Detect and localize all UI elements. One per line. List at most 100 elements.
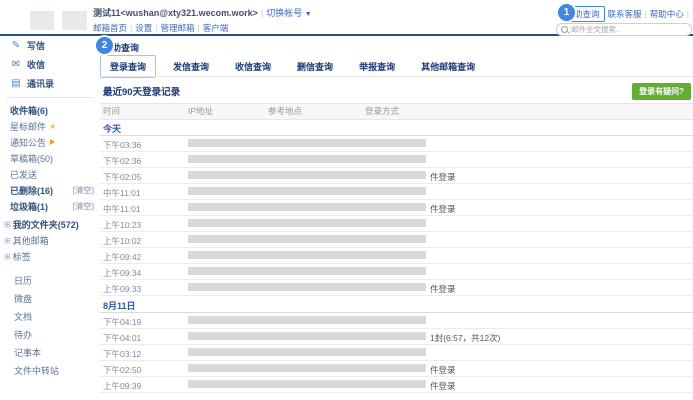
sidebar-item[interactable]: 通知公告 <box>0 134 100 150</box>
row-method-text: 件登录 <box>430 365 456 375</box>
annotation-step-2: 2 <box>96 37 113 54</box>
table-group-header: 今天 <box>100 119 693 136</box>
sidebar-app-文档[interactable]: 文档 <box>14 311 33 322</box>
column-header-time: 时间 <box>103 106 121 116</box>
login-question-button[interactable]: 登录有疑问? <box>632 83 691 100</box>
contacts-icon: ▤ <box>11 78 21 89</box>
row-time: 中午11:01 <box>103 204 141 214</box>
sidebar-item[interactable]: 垃圾箱(1) [清空] <box>0 198 100 214</box>
tab-删信查询[interactable]: 删信查询 <box>297 62 334 72</box>
sidebar-tree-item[interactable]: ⊞ 标签 <box>0 248 100 264</box>
table-row[interactable]: 下午02:50 件登录 <box>100 361 693 377</box>
tab-其他邮箱查询[interactable]: 其他邮箱查询 <box>421 62 476 72</box>
sidebar-item-label: 垃圾箱(1) <box>10 201 48 212</box>
row-method-text: 件登录 <box>430 381 456 391</box>
table-row[interactable]: 上午09:39 件登录 <box>100 377 693 393</box>
table-row[interactable]: 中午11:01 <box>100 184 693 200</box>
table-row[interactable]: 上午09:42 <box>100 248 693 264</box>
expand-icon[interactable]: ⊞ <box>4 251 11 261</box>
sidebar-app-微盘[interactable]: 微盘 <box>14 293 33 304</box>
redaction-block <box>188 139 426 147</box>
row-time: 下午04:19 <box>103 317 142 327</box>
redaction-block <box>188 332 426 340</box>
tab-发信查询[interactable]: 发信查询 <box>173 62 210 72</box>
table-row[interactable]: 下午04:01 1封(6:57，共12次) <box>100 329 693 345</box>
separator: | <box>197 23 200 33</box>
topbar-nav-links: 邮箱首页 | 设置 | 管理邮箱 | 客户端 <box>93 22 312 34</box>
column-header-method: 登录方式 <box>365 106 400 116</box>
column-header-location: 参考地点 <box>268 106 303 116</box>
logo-placeholder <box>30 11 54 30</box>
page-title: 自助查询 <box>103 43 140 53</box>
sidebar-action-收信[interactable]: ✉ 收信 <box>0 55 100 74</box>
topbar-link-4[interactable]: 客户端 <box>202 23 229 33</box>
redaction-block <box>188 219 426 227</box>
tab-登录查询[interactable]: 登录查询 <box>100 55 157 78</box>
top-right-link-1[interactable]: 联系客服 <box>607 9 642 19</box>
column-header-ip: IP地址 <box>188 106 214 116</box>
expand-icon[interactable]: ⊞ <box>4 235 11 245</box>
annotation-step-1: 1 <box>558 4 575 21</box>
separator: | <box>686 9 689 19</box>
sidebar-item[interactable]: 草稿箱(50) <box>0 150 100 166</box>
sidebar-item-label: 标签 <box>12 251 31 262</box>
table-row[interactable]: 下午02:05 件登录 <box>100 168 693 184</box>
star-icon: ★ <box>49 121 57 131</box>
table-row[interactable]: 中午11:01 件登录 <box>100 200 693 216</box>
table-row[interactable]: 上午10:23 <box>100 216 693 232</box>
redaction-block <box>188 283 426 291</box>
table-row[interactable]: 下午02:36 <box>100 152 693 168</box>
sidebar-item-label: 收件箱(6) <box>10 105 48 116</box>
row-time: 上午10:02 <box>103 236 142 246</box>
sidebar-item[interactable]: 星标邮件 ★ <box>0 118 100 134</box>
topbar-link-3[interactable]: 管理邮箱 <box>160 23 195 33</box>
row-time: 上午10:23 <box>103 220 142 230</box>
table-row[interactable]: 下午03:12 <box>100 345 693 361</box>
sidebar-item[interactable]: 已删除(16) [清空] <box>0 182 100 198</box>
search-placeholder: 邮件全文搜索.. <box>571 25 621 34</box>
row-time: 下午02:36 <box>103 156 142 166</box>
topbar-link-2[interactable]: 设置 <box>135 23 153 33</box>
sidebar: ✎ 写信 ✉ 收信 ▤ 通讯录 收件箱(6) 星标邮件 ★ 通知公告 草稿箱(50) 已发送 已删除(… <box>0 36 100 400</box>
table-row[interactable]: 上午09:34 <box>100 264 693 280</box>
sidebar-action-通讯录[interactable]: ▤ 通讯录 <box>0 74 100 93</box>
redaction-block <box>188 267 426 275</box>
expand-icon[interactable]: ⊞ <box>4 219 11 229</box>
row-method-text: 件登录 <box>430 172 456 182</box>
tab-举报查询[interactable]: 举报查询 <box>359 62 396 72</box>
sidebar-action-写信[interactable]: ✎ 写信 <box>0 36 100 55</box>
redaction-block <box>188 380 426 388</box>
sidebar-app-文件中转站[interactable]: 文件中转站 <box>14 365 60 376</box>
table-row[interactable]: 下午04:19 <box>100 313 693 329</box>
chevron-down-icon[interactable]: ▼ <box>304 11 312 18</box>
row-time: 下午03:36 <box>103 140 142 150</box>
row-method-text: 1封(6:57，共12次) <box>430 333 501 343</box>
account-display: 测试11<wushan@xty321.wecom.work> <box>93 8 258 18</box>
top-right-link-2[interactable]: 帮助中心 <box>649 9 684 19</box>
table-row[interactable]: 上午10:02 <box>100 232 693 248</box>
sidebar-tree-item[interactable]: ⊞ 我的文件夹(572) <box>0 216 100 232</box>
sidebar-tree-item[interactable]: ⊞ 其他邮箱 <box>0 232 100 248</box>
search-input[interactable]: 邮件全文搜索.. <box>556 23 692 36</box>
table-row[interactable]: 下午03:36 <box>100 136 693 152</box>
empty-folder-link[interactable]: [清空] <box>72 185 94 195</box>
redaction-block <box>188 364 426 372</box>
mail-icon: ✉ <box>11 59 21 70</box>
sidebar-item[interactable]: 收件箱(6) <box>0 102 100 118</box>
topbar-link-1[interactable]: 邮箱首页 <box>93 23 128 33</box>
account-line: 测试11<wushan@xty321.wecom.work> | 切换帐号 ▼ <box>93 6 312 19</box>
sidebar-action-label: 通讯录 <box>27 79 55 89</box>
table-row[interactable]: 上午09:33 件登录 <box>100 280 693 296</box>
row-time: 上午09:39 <box>103 381 142 391</box>
sidebar-app-待办[interactable]: 待办 <box>14 329 33 340</box>
separator: | <box>644 9 647 19</box>
empty-folder-link[interactable]: [清空] <box>72 201 94 211</box>
separator: | <box>130 23 133 33</box>
tab-收信查询[interactable]: 收信查询 <box>235 62 272 72</box>
sidebar-app-记事本[interactable]: 记事本 <box>14 347 42 358</box>
sidebar-item[interactable]: 已发送 <box>0 166 100 182</box>
sidebar-app-日历[interactable]: 日历 <box>14 275 33 286</box>
row-method-text: 件登录 <box>430 204 456 214</box>
row-time: 下午04:01 <box>103 333 142 343</box>
switch-account-link[interactable]: 切换帐号 <box>266 8 303 18</box>
